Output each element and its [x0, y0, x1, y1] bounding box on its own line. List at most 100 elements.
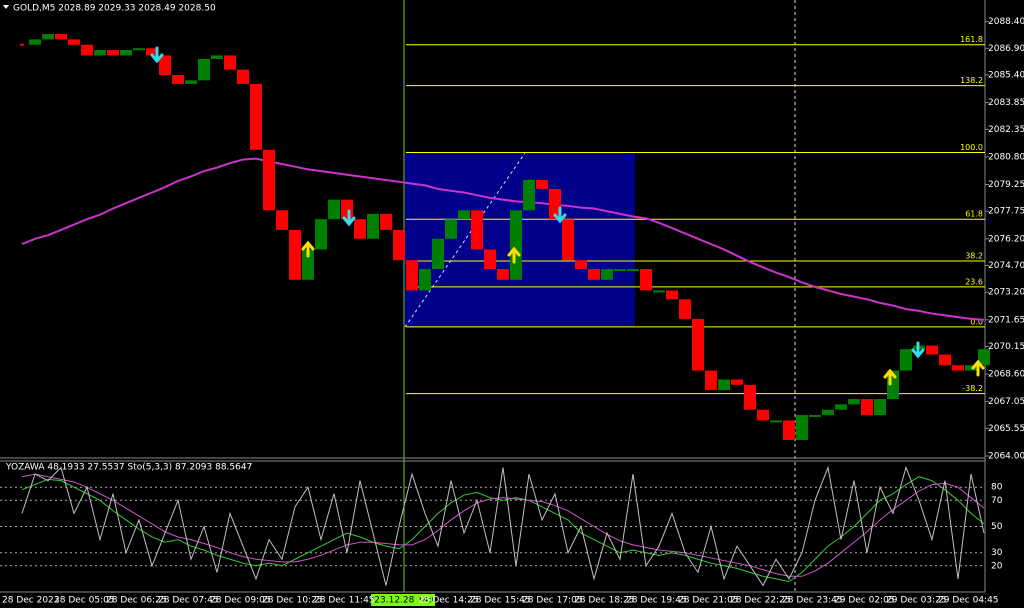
fib-label: 61.8: [965, 210, 983, 219]
y-tick-label: 2086.90: [988, 44, 1024, 54]
fib-label: 0.0: [970, 317, 983, 326]
indicator-line: [21, 473, 985, 577]
price-bar: [211, 55, 223, 59]
y-tick-label: 2067.05: [988, 397, 1024, 407]
price-bar: [42, 34, 54, 40]
x-tick-label: 28 Dec 23:45: [782, 596, 843, 606]
y-tick-label: 2083.85: [988, 98, 1024, 108]
y-tick-label: 2082.35: [988, 125, 1024, 135]
price-bar: [692, 318, 704, 371]
price-bar: [328, 199, 340, 220]
moving-average: [21, 157, 985, 321]
price-bar: [354, 219, 366, 239]
price-bar: [601, 269, 613, 280]
y-tick-label: 2064.00: [988, 452, 1024, 462]
price-bar: [536, 180, 548, 189]
price-bar: [276, 210, 288, 230]
x-tick-label: 28 Dec 11:45: [314, 596, 375, 606]
price-bar: [718, 379, 730, 391]
price-bar: [497, 269, 509, 280]
x-tick-label: 28 Dec 06:25: [106, 596, 167, 606]
price-bar: [874, 399, 886, 416]
fib-label: 161.8: [960, 35, 983, 44]
price-bar: [484, 249, 496, 270]
x-tick-label: 28 Dec 21:05: [678, 596, 739, 606]
indicator-tick-label: 30: [991, 548, 1003, 558]
price-bar: [510, 210, 522, 280]
y-tick-label: 2076.20: [988, 234, 1024, 244]
price-bar: [224, 55, 236, 70]
price-bar: [575, 260, 587, 270]
price-bar: [939, 354, 951, 366]
x-tick-label: 28 Dec 05:05: [54, 596, 115, 606]
arrows: [150, 46, 985, 386]
fib-label: 100.0: [960, 143, 983, 152]
price-bar: [81, 44, 93, 56]
price-bar: [159, 55, 171, 75]
price-bar: [55, 34, 67, 40]
price-bar: [263, 149, 275, 211]
x-tick-label: 28 Dec 19:45: [626, 596, 687, 606]
price-bar: [744, 384, 756, 410]
price-bar: [562, 219, 574, 261]
price-bar: [666, 290, 678, 300]
price-bar: [432, 238, 444, 270]
price-bar: [588, 269, 600, 280]
x-tick-label: 28 Dec 14:25: [418, 596, 479, 606]
y-tick-label: 2070.15: [988, 342, 1024, 352]
indicator-title: YOZAWA 48.1933 27.5537 Sto(5,3,3) 87.209…: [5, 463, 252, 473]
y-tick-label: 2085.40: [988, 70, 1024, 80]
price-bar: [185, 80, 197, 84]
y-tick-label: 2071.65: [988, 315, 1024, 325]
price-bar: [523, 180, 535, 211]
indicator-tick-label: 80: [991, 483, 1003, 493]
x-tick-label: 28 Dec 07:45: [158, 596, 219, 606]
price-bar: [731, 379, 743, 385]
price-bar: [133, 48, 145, 51]
price-bar: [653, 290, 665, 293]
price-bar: [302, 249, 314, 280]
price-bar: [679, 299, 691, 319]
price-bar: [978, 349, 990, 366]
fib-label: 138.2: [960, 76, 983, 85]
cursor-label-box: [371, 594, 435, 606]
price-bar: [107, 50, 119, 56]
y-tick-label: 2073.20: [988, 288, 1024, 298]
price-bar: [835, 404, 847, 410]
y-tick-label: 2065.55: [988, 424, 1024, 434]
price-bar: [68, 39, 80, 45]
price-bar: [705, 370, 717, 391]
fib-label: 38.2: [965, 252, 983, 261]
price-bar: [549, 188, 561, 220]
price-bar: [172, 74, 184, 84]
price-bar: [20, 43, 24, 46]
indicator-line: [21, 476, 985, 583]
price-bar: [900, 349, 912, 371]
price-bar: [471, 210, 483, 250]
indicator-line: [21, 465, 985, 587]
fib-label: -38.2: [962, 384, 983, 393]
price-bar: [627, 269, 639, 272]
price-bar: [406, 260, 418, 291]
price-bar: [237, 69, 249, 84]
x-tick-label: 28 Dec 2023: [2, 596, 60, 606]
price-bar: [29, 39, 41, 45]
fib-base-line: [404, 152, 526, 328]
price-bar: [614, 269, 626, 272]
price-bar: [419, 269, 431, 291]
price-bar: [250, 83, 262, 150]
price-bar: [822, 409, 834, 416]
price-bar: [809, 415, 821, 418]
price-bar: [458, 210, 470, 220]
price-bar: [120, 50, 132, 56]
price-bar: [757, 409, 769, 421]
price-bar: [445, 219, 457, 239]
plot: 161.8 138.2 100.0 61.8 38.2 23.6 0.0 -38.2: [20, 34, 990, 440]
price-bar: [848, 399, 860, 405]
price-bar: [315, 219, 327, 250]
price-bar: [393, 229, 405, 261]
price-bar: [965, 365, 977, 371]
x-tick-label: 29 Dec 03:25: [886, 596, 947, 606]
x-tick-label: 28 Dec 10:25: [262, 596, 323, 606]
